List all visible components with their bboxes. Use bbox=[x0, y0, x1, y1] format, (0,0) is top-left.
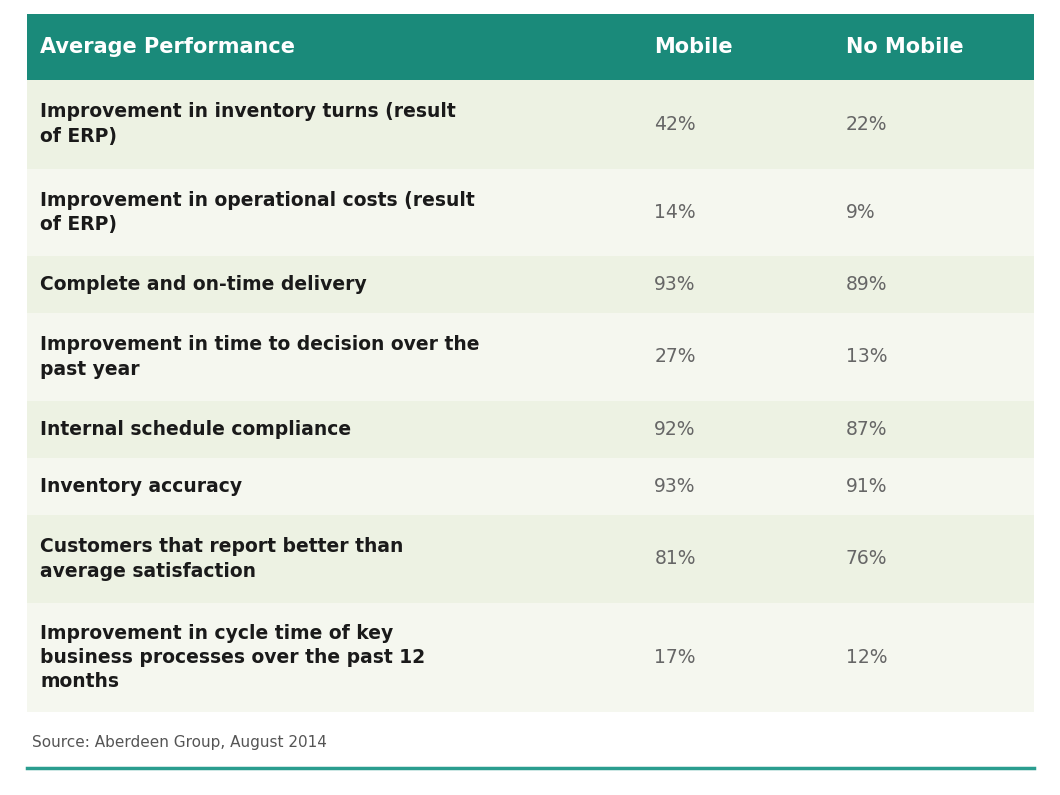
Text: 92%: 92% bbox=[654, 420, 695, 439]
Bar bbox=[26, 14, 1034, 80]
Text: 27%: 27% bbox=[654, 347, 695, 366]
Text: 91%: 91% bbox=[846, 477, 887, 496]
Text: Improvement in inventory turns (result
of ERP): Improvement in inventory turns (result o… bbox=[40, 103, 456, 145]
Bar bbox=[26, 169, 1034, 256]
Text: Improvement in operational costs (result
of ERP): Improvement in operational costs (result… bbox=[40, 191, 475, 234]
Text: Improvement in time to decision over the
past year: Improvement in time to decision over the… bbox=[40, 335, 480, 378]
Text: Improvement in cycle time of key
business processes over the past 12
months: Improvement in cycle time of key busines… bbox=[40, 624, 425, 691]
Text: Mobile: Mobile bbox=[654, 37, 732, 57]
Text: No Mobile: No Mobile bbox=[846, 37, 964, 57]
Text: Average Performance: Average Performance bbox=[40, 37, 296, 57]
Text: Internal schedule compliance: Internal schedule compliance bbox=[40, 420, 352, 439]
Text: 9%: 9% bbox=[846, 203, 876, 222]
Text: 12%: 12% bbox=[846, 648, 887, 667]
Text: 93%: 93% bbox=[654, 275, 695, 294]
Text: 17%: 17% bbox=[654, 648, 695, 667]
Bar bbox=[26, 313, 1034, 401]
Text: 81%: 81% bbox=[654, 549, 695, 568]
Text: 93%: 93% bbox=[654, 477, 695, 496]
Text: 89%: 89% bbox=[846, 275, 887, 294]
Bar bbox=[26, 401, 1034, 458]
Text: 13%: 13% bbox=[846, 347, 887, 366]
Text: Inventory accuracy: Inventory accuracy bbox=[40, 477, 243, 496]
Text: 14%: 14% bbox=[654, 203, 696, 222]
Text: Customers that report better than
average satisfaction: Customers that report better than averag… bbox=[40, 537, 404, 580]
Bar bbox=[26, 80, 1034, 169]
Bar bbox=[26, 515, 1034, 603]
Text: 22%: 22% bbox=[846, 114, 887, 134]
Text: Source: Aberdeen Group, August 2014: Source: Aberdeen Group, August 2014 bbox=[32, 735, 326, 750]
Bar bbox=[26, 256, 1034, 313]
Bar bbox=[26, 603, 1034, 712]
Text: 42%: 42% bbox=[654, 114, 696, 134]
Text: 87%: 87% bbox=[846, 420, 887, 439]
Text: 76%: 76% bbox=[846, 549, 887, 568]
Bar bbox=[26, 458, 1034, 515]
Text: Complete and on-time delivery: Complete and on-time delivery bbox=[40, 275, 367, 294]
